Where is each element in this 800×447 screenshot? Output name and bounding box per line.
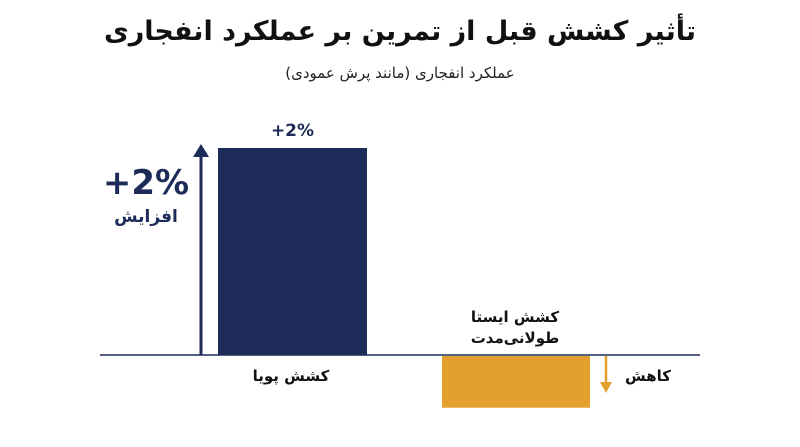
increase-word-label: افزایش [114,207,178,227]
bar-1 [442,356,590,408]
decrease-word-label: کاهش [625,367,671,385]
bar-0 [218,148,367,355]
increase-value-label: +2% [103,163,189,203]
decrease-arrow-head [600,382,612,393]
category-label-static-line1: کشش ایستا [471,308,559,326]
bar-value-label-0: +2% [271,121,314,141]
bars-group: +2% [218,121,590,408]
category-label-dynamic: کشش پویا [253,367,330,386]
category-label-static-line2: طولانی‌مدت [471,329,560,347]
increase-arrow-head [193,144,209,157]
chart-title: تأثیر کشش قبل از تمرین بر عملکرد انفجاری [103,16,696,47]
chart-subtitle: عملکرد انفجاری (مانند پرش عمودی) [285,64,515,82]
